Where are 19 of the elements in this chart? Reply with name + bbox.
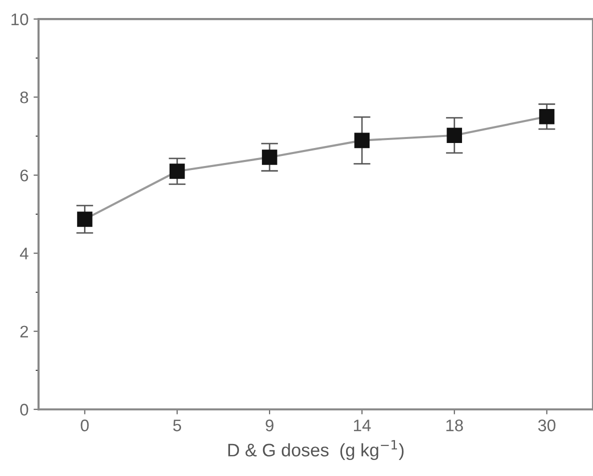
x-tick-label: 18 xyxy=(446,420,463,432)
x-tick-label: 14 xyxy=(354,420,371,432)
x-tick-label: 5 xyxy=(173,420,182,432)
x-tick-label: 30 xyxy=(538,420,556,432)
point xyxy=(77,212,92,227)
y-tick-label: 2 xyxy=(20,326,28,338)
y-tick-label: 4 xyxy=(20,248,28,260)
point xyxy=(446,128,462,143)
x-tick-label: 0 xyxy=(80,420,89,432)
point xyxy=(539,108,554,124)
y-tick-label: 10 xyxy=(12,13,28,26)
y-tick-label: 8 xyxy=(20,92,28,104)
y-tick-label: 0 xyxy=(20,404,28,416)
x-tick-label: 9 xyxy=(266,420,274,432)
x-axis-title: D & G doses (g kg$^{−1}$) xyxy=(228,440,404,460)
point xyxy=(170,164,185,179)
point xyxy=(262,150,278,165)
point xyxy=(354,132,370,148)
y-tick-label: 6 xyxy=(20,170,28,182)
